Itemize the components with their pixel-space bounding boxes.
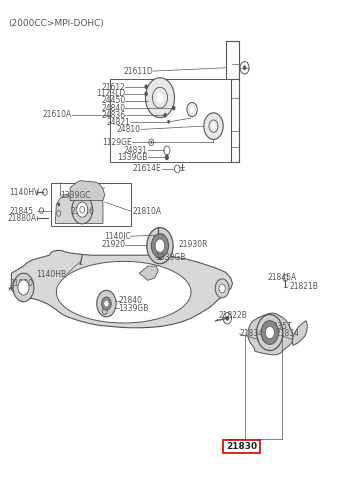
Text: 21920: 21920: [101, 240, 125, 249]
Text: 24810: 24810: [117, 125, 141, 134]
Circle shape: [204, 113, 223, 139]
Text: 24831: 24831: [124, 146, 148, 155]
Text: 21822B: 21822B: [219, 312, 247, 321]
Polygon shape: [57, 262, 191, 323]
Polygon shape: [248, 313, 293, 355]
Circle shape: [165, 155, 169, 160]
Text: 21880A: 21880A: [8, 214, 37, 223]
Circle shape: [167, 120, 170, 124]
Polygon shape: [55, 196, 103, 223]
Text: 1140HB: 1140HB: [37, 270, 67, 279]
Circle shape: [72, 195, 93, 224]
Polygon shape: [12, 251, 232, 328]
Circle shape: [150, 141, 152, 144]
Text: 21821B: 21821B: [290, 282, 318, 291]
Circle shape: [164, 113, 167, 118]
Bar: [223, 440, 260, 453]
Bar: [51, 183, 131, 226]
Polygon shape: [139, 266, 158, 280]
Circle shape: [144, 92, 148, 96]
Circle shape: [187, 102, 197, 117]
Circle shape: [97, 290, 116, 317]
Circle shape: [18, 280, 29, 295]
Text: 21846: 21846: [70, 206, 94, 216]
Bar: [110, 79, 239, 162]
Polygon shape: [292, 321, 307, 345]
Circle shape: [151, 234, 168, 258]
Text: 1140JC: 1140JC: [104, 232, 131, 240]
Text: 21845: 21845: [10, 206, 34, 216]
Text: 24840: 24840: [101, 104, 125, 113]
Text: 21834: 21834: [276, 329, 300, 338]
Text: 24821: 24821: [107, 118, 131, 127]
Text: 21610A: 21610A: [42, 110, 72, 119]
Text: 1123LD: 1123LD: [96, 89, 125, 98]
Circle shape: [215, 279, 229, 298]
Text: 21930R: 21930R: [179, 240, 208, 249]
Circle shape: [145, 78, 174, 118]
Text: (2000CC>MPI-DOHC): (2000CC>MPI-DOHC): [8, 19, 104, 28]
Circle shape: [243, 65, 246, 70]
Circle shape: [226, 316, 229, 321]
Circle shape: [157, 93, 164, 102]
Text: 21612: 21612: [101, 83, 125, 92]
Circle shape: [190, 107, 194, 112]
Circle shape: [158, 254, 162, 260]
Text: 1140HV: 1140HV: [10, 188, 40, 197]
Circle shape: [104, 301, 108, 306]
Text: 21840: 21840: [119, 296, 143, 305]
Polygon shape: [70, 180, 105, 201]
Text: 21611D: 21611D: [123, 67, 153, 75]
Text: 24836: 24836: [101, 111, 125, 120]
Circle shape: [211, 123, 216, 129]
Text: 1339GB: 1339GB: [118, 153, 148, 162]
Circle shape: [265, 326, 274, 339]
Circle shape: [257, 314, 283, 350]
Text: 1129GE: 1129GE: [102, 138, 132, 147]
Circle shape: [172, 106, 176, 110]
Circle shape: [219, 284, 225, 293]
Text: 1339GB: 1339GB: [155, 252, 185, 262]
Circle shape: [101, 297, 111, 310]
Text: 21830: 21830: [226, 442, 257, 451]
Circle shape: [13, 273, 34, 301]
Text: 1339GC: 1339GC: [60, 191, 90, 200]
Circle shape: [147, 228, 173, 264]
Text: 21834: 21834: [239, 329, 263, 338]
Text: 21614E: 21614E: [133, 164, 162, 173]
Circle shape: [261, 321, 278, 344]
Text: 21835T: 21835T: [264, 322, 292, 331]
Text: 21845A: 21845A: [267, 274, 296, 282]
Text: 21810A: 21810A: [132, 206, 161, 216]
Circle shape: [57, 203, 60, 206]
Text: 21920: 21920: [10, 279, 34, 288]
Text: 1339GB: 1339GB: [119, 304, 149, 313]
Circle shape: [144, 84, 148, 89]
Text: 24450: 24450: [101, 96, 125, 106]
Circle shape: [155, 239, 165, 252]
Circle shape: [77, 202, 88, 217]
